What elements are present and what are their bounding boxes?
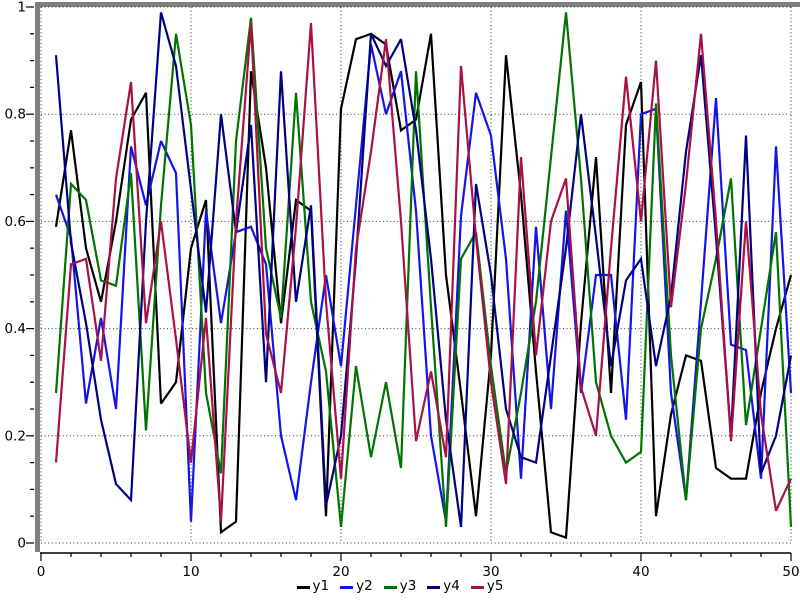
legend-label-y4: y4 bbox=[443, 578, 460, 595]
legend-swatch-y4 bbox=[427, 585, 441, 589]
legend-swatch-y2 bbox=[340, 585, 354, 589]
legend-label-y5: y5 bbox=[486, 578, 504, 595]
y-tick-label-0.4: 0.4 bbox=[5, 321, 26, 337]
x-tick-label-20: 20 bbox=[332, 564, 349, 580]
x-tick-label-10: 10 bbox=[182, 564, 199, 580]
x-tick-label-40: 40 bbox=[632, 564, 649, 580]
legend-swatch-y3 bbox=[383, 585, 397, 589]
legend-swatch-y5 bbox=[470, 585, 484, 589]
tick-labels: 0 10 20 30 40 50 0 0.2 0.4 0.6 0.8 1 bbox=[5, 0, 800, 580]
legend-item-y3[interactable]: y3 bbox=[383, 578, 417, 595]
legend-item-y5[interactable]: y5 bbox=[470, 578, 504, 595]
legend-label-y3: y3 bbox=[399, 578, 417, 595]
frame-left-edge bbox=[35, 2, 40, 552]
y-tick-label-0.8: 0.8 bbox=[5, 107, 26, 123]
frame-top-edge bbox=[35, 2, 800, 7]
plot-frame bbox=[35, 2, 800, 552]
x-tick-label-0: 0 bbox=[37, 564, 46, 580]
legend-item-y1[interactable]: y1 bbox=[296, 578, 330, 595]
axes bbox=[26, 6, 792, 561]
series-lines bbox=[54, 12, 793, 540]
legend-item-y4[interactable]: y4 bbox=[427, 580, 460, 594]
y-tick-label-0: 0 bbox=[17, 536, 26, 552]
legend-item-y2[interactable]: y2 bbox=[340, 580, 373, 594]
y-tick-label-0.2: 0.2 bbox=[5, 428, 26, 444]
legend-swatch-y1 bbox=[296, 585, 310, 589]
legend-label-y1: y1 bbox=[312, 578, 330, 595]
x-tick-label-50: 50 bbox=[782, 564, 799, 580]
legend: y1 y2 y3 y4 y5 bbox=[0, 578, 800, 596]
series-y4-line bbox=[54, 12, 793, 528]
y-tick-label-1: 1 bbox=[17, 0, 26, 16]
legend-label-y2: y2 bbox=[356, 578, 373, 595]
y-tick-label-0.6: 0.6 bbox=[5, 214, 26, 230]
series-y5-line bbox=[54, 23, 792, 522]
x-tick-label-30: 30 bbox=[482, 564, 499, 580]
series-y2-line bbox=[54, 44, 793, 522]
